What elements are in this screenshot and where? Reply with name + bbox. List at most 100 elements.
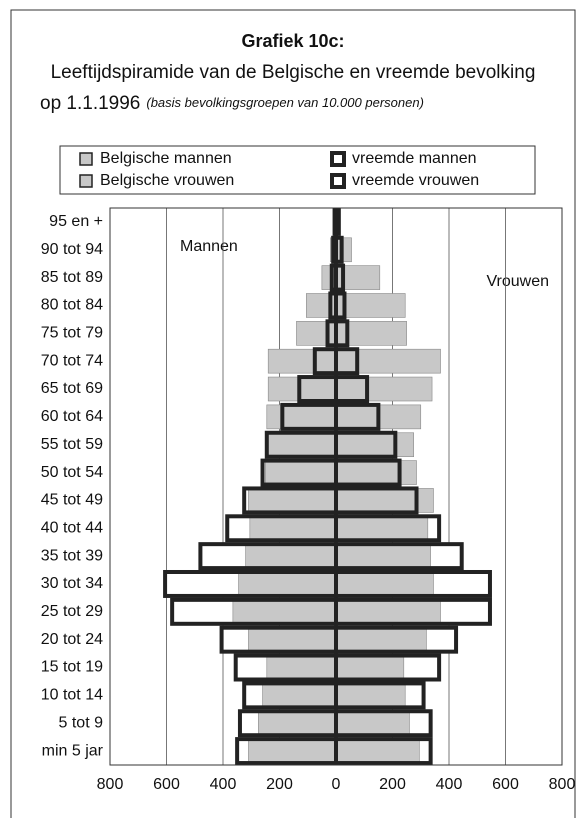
bar: [296, 321, 337, 346]
bar-outline: [334, 402, 381, 431]
note: (basis bevolkingsgroepen van 10.000 pers…: [146, 95, 424, 110]
legend-label: vreemde mannen: [352, 150, 477, 167]
x-tick-label: 600: [492, 776, 519, 793]
bar: [265, 460, 337, 485]
y-tick-label: 65 tot 69: [41, 380, 103, 397]
y-tick-label: 15 tot 19: [41, 659, 103, 676]
y-tick-label: 75 tot 79: [41, 325, 103, 342]
bar: [335, 376, 433, 402]
legend-marker: [330, 151, 346, 167]
annotation: Mannen: [180, 238, 238, 255]
bar: [335, 432, 414, 458]
bar: [335, 738, 420, 764]
bar-outline: [334, 514, 442, 543]
bar: [266, 404, 337, 430]
bar-outline: [334, 235, 344, 264]
legend-label: Belgische mannen: [100, 150, 232, 167]
bar: [335, 710, 410, 736]
bar: [335, 599, 441, 625]
y-tick-label: 5 tot 9: [59, 714, 104, 731]
bar: [258, 710, 337, 736]
bar: [335, 348, 441, 374]
bar: [248, 738, 337, 764]
legend-box: [59, 145, 536, 195]
y-tick-label: 30 tot 34: [41, 575, 103, 592]
y-tick-label: 80 tot 84: [41, 297, 103, 314]
y-tick-label: 55 tot 59: [41, 436, 103, 453]
y-tick-label: 50 tot 54: [41, 464, 103, 481]
bar: [249, 515, 337, 541]
annotation: Vrouwen: [486, 273, 549, 290]
bar: [335, 543, 431, 569]
y-tick-label: 95 en +: [49, 213, 103, 230]
x-tick-label: 600: [153, 776, 180, 793]
legend-label: Belgische vrouwen: [100, 172, 234, 189]
bar-outline: [334, 430, 398, 459]
bar-outline: [334, 263, 346, 292]
bar: [267, 432, 337, 458]
bar: [335, 655, 405, 680]
bar: [321, 265, 337, 290]
bar: [335, 488, 434, 513]
x-tick-label: 800: [97, 776, 124, 793]
bar-outline: [334, 347, 360, 376]
legend-label: vreemde vrouwen: [352, 172, 479, 189]
bar: [335, 460, 417, 485]
y-tick-label: 40 tot 44: [41, 519, 103, 536]
chart-subtitle: Leeftijdspiramide van de Belgische en vr…: [51, 62, 536, 83]
x-tick-label: 400: [210, 776, 237, 793]
bar: [335, 571, 434, 597]
bar-outline: [334, 737, 433, 766]
y-tick-label: 45 tot 49: [41, 492, 103, 509]
bar: [267, 376, 337, 402]
x-tick-label: 800: [549, 776, 576, 793]
bar-outline: [334, 291, 347, 320]
bar-outline: [334, 709, 433, 738]
bar: [266, 655, 337, 680]
y-tick-label: 10 tot 14: [41, 687, 103, 704]
bar: [335, 683, 406, 708]
legend-marker: [79, 174, 93, 188]
bar-outline: [334, 653, 442, 682]
legend-marker: [330, 173, 346, 189]
bar: [232, 599, 337, 625]
bar-outline: [334, 569, 492, 598]
bar: [335, 515, 429, 541]
bar: [267, 348, 337, 374]
chart-title: Grafiek 10c:: [241, 31, 344, 51]
bar-outline: [334, 375, 370, 404]
y-tick-label: 90 tot 94: [41, 241, 103, 258]
frame: [10, 9, 576, 818]
x-tick-label: 200: [379, 776, 406, 793]
subtitle-date: op 1.1.1996: [40, 93, 140, 114]
bar: [335, 237, 352, 263]
y-tick-label: 70 tot 74: [41, 352, 103, 369]
bar: [248, 627, 337, 652]
legend-marker: [79, 152, 93, 166]
bar-outline: [334, 458, 402, 487]
bar: [248, 488, 337, 513]
bar-outline: [334, 486, 419, 515]
y-tick-label: 60 tot 64: [41, 408, 103, 425]
plot-frame: [109, 207, 563, 766]
chart-subtitle: op 1.1.1996 (basis bevolkingsgroepen van …: [40, 93, 424, 114]
bar-outline: [334, 542, 464, 571]
x-tick-label: 0: [332, 776, 341, 793]
bar: [262, 683, 337, 708]
bar-outline: [334, 597, 492, 626]
y-tick-label: 35 tot 39: [41, 547, 103, 564]
bar: [335, 627, 427, 652]
bar-outline: [334, 319, 350, 348]
y-tick-label: 20 tot 24: [41, 631, 103, 648]
x-tick-label: 400: [436, 776, 463, 793]
bar: [238, 571, 337, 597]
y-tick-label: 85 tot 89: [41, 269, 103, 286]
bar-outline: [334, 681, 426, 710]
y-tick-label: 25 tot 29: [41, 603, 103, 620]
bar-outline: [334, 625, 459, 654]
x-tick-label: 200: [266, 776, 293, 793]
bar: [245, 543, 337, 569]
bar-outline: [334, 207, 341, 236]
y-tick-label: min 5 jar: [42, 742, 104, 759]
